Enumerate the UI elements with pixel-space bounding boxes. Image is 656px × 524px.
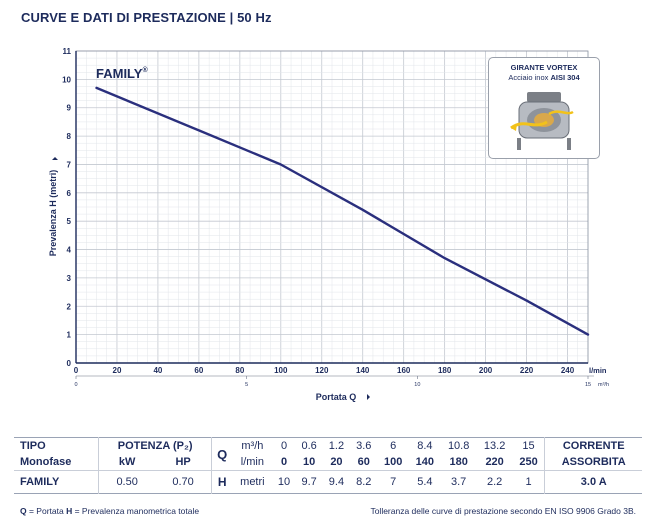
- y-tick-label: 4: [67, 246, 72, 255]
- q-m3h-value: 0.6: [301, 440, 317, 452]
- chart-axes: [75, 50, 594, 377]
- kw-value: 0.50: [98, 470, 156, 494]
- tipo-label: TIPO: [20, 440, 46, 452]
- q-m3h-value: 8.4: [417, 440, 433, 452]
- y-tick-label: 5: [67, 217, 72, 226]
- y-tick-label: 2: [67, 302, 72, 311]
- performance-table: TIPO POTENZA (P₂) Q m³/h 0 0.6 1.2 3.6 6…: [14, 437, 642, 494]
- chart-series: [95, 86, 590, 336]
- metri-label: metri: [240, 476, 265, 488]
- hp-value: 0.70: [172, 476, 194, 488]
- q-m3h-value: 3.6: [356, 440, 372, 452]
- x-tick-label: 140: [356, 366, 370, 375]
- x-tick-label: 240: [561, 366, 575, 375]
- y-axis-arrow-icon: [52, 157, 58, 160]
- q-m3h-value: 10.8: [447, 440, 470, 452]
- h-label: H: [211, 470, 233, 494]
- y-tick-label: 6: [67, 189, 72, 198]
- q-lmin-value: 0: [280, 456, 288, 468]
- q-m3h-value: 1.2: [328, 440, 345, 452]
- x-tick-label: 20: [113, 366, 122, 375]
- q-m3h-value: 0: [280, 440, 288, 452]
- x-tick-label: 160: [397, 366, 411, 375]
- current-value: 3.0 A: [544, 470, 642, 494]
- x2-tick-label: 0: [74, 382, 77, 388]
- h-value: 9.7: [301, 476, 317, 488]
- h-value: 2.2: [486, 476, 503, 488]
- x-tick-label: 0: [74, 366, 79, 375]
- q-lmin-value: 60: [357, 456, 370, 468]
- x2-unit-label: m³/h: [598, 382, 609, 388]
- q-lmin-value: 20: [330, 456, 343, 468]
- q-lmin-value: 250: [519, 456, 538, 468]
- h-value: 9.4: [328, 476, 345, 488]
- q-m3h-value: 13.2: [483, 440, 506, 452]
- x-unit-label: l/min: [589, 366, 607, 375]
- h-value: 10: [277, 476, 291, 488]
- y-tick-label: 9: [67, 104, 72, 113]
- q-lmin-value: 220: [485, 456, 504, 468]
- tolerance-note: Tolleranza delle curve di prestazione se…: [370, 506, 636, 516]
- x-tick-label: 180: [438, 366, 452, 375]
- h-value: 1: [525, 476, 532, 488]
- q-lmin-value: 100: [384, 456, 403, 468]
- q-m3h-value: 15: [522, 440, 535, 452]
- impeller-inset: GIRANTE VORTEX Acciaio inox AISI 304: [488, 57, 600, 159]
- h-value: 5.4: [417, 476, 433, 488]
- x-axis-title: Portata Q: [316, 392, 357, 402]
- x-axis-arrow-icon: [367, 394, 370, 400]
- lmin-label: l/min: [240, 456, 264, 468]
- x-tick-label: 60: [194, 366, 203, 375]
- q-m3h-value: 6: [390, 440, 397, 452]
- x-tick-label: 120: [315, 366, 329, 375]
- q-lmin-value: 180: [449, 456, 468, 468]
- q-lmin-value: 10: [303, 456, 316, 468]
- x2-tick-label: 5: [245, 382, 248, 388]
- q-label: Q: [211, 437, 233, 471]
- m3h-label: m³/h: [241, 440, 264, 452]
- potenza-label: POTENZA (P₂): [98, 437, 212, 454]
- x-tick-label: 200: [479, 366, 493, 375]
- y-tick-label: 7: [67, 160, 72, 169]
- y-tick-label: 3: [67, 274, 72, 283]
- x-tick-label: 80: [235, 366, 244, 375]
- inset-title: GIRANTE VORTEX: [510, 63, 578, 72]
- y-tick-label: 8: [67, 132, 72, 141]
- q-lmin-value: 140: [415, 456, 435, 468]
- h-value: 8.2: [356, 476, 372, 488]
- monofase-label: Monofase: [20, 456, 72, 468]
- assorbita-label: ASSORBITA: [544, 454, 642, 471]
- x-tick-label: 220: [520, 366, 534, 375]
- y-tick-label: 1: [67, 331, 72, 340]
- x2-tick-label: 10: [414, 382, 420, 388]
- h-value: 3.7: [451, 476, 467, 488]
- chart-title: FAMILY®: [96, 66, 148, 81]
- h-value: 7: [390, 476, 397, 488]
- vortex-impeller-icon: [510, 92, 574, 150]
- legend-footnote: Q = Portata H = Prevalenza manometrica t…: [20, 506, 200, 516]
- y-axis-title: Prevalenza H (metri): [48, 170, 58, 257]
- inset-subtitle: Acciaio inox AISI 304: [508, 73, 580, 82]
- model-name: FAMILY: [20, 476, 60, 488]
- x-tick-label: 100: [274, 366, 288, 375]
- kw-label: kW: [98, 454, 156, 471]
- hp-label: HP: [175, 456, 191, 468]
- y-tick-label: 10: [62, 75, 71, 84]
- x2-tick-label: 15: [585, 382, 591, 388]
- series-line-family: [95, 86, 590, 336]
- y-tick-label: 0: [67, 359, 72, 368]
- corrente-label: CORRENTE: [544, 437, 642, 454]
- page-title: CURVE E DATI DI PRESTAZIONE | 50 Hz: [21, 10, 272, 25]
- x-tick-label: 40: [153, 366, 162, 375]
- y-tick-label: 11: [63, 47, 72, 56]
